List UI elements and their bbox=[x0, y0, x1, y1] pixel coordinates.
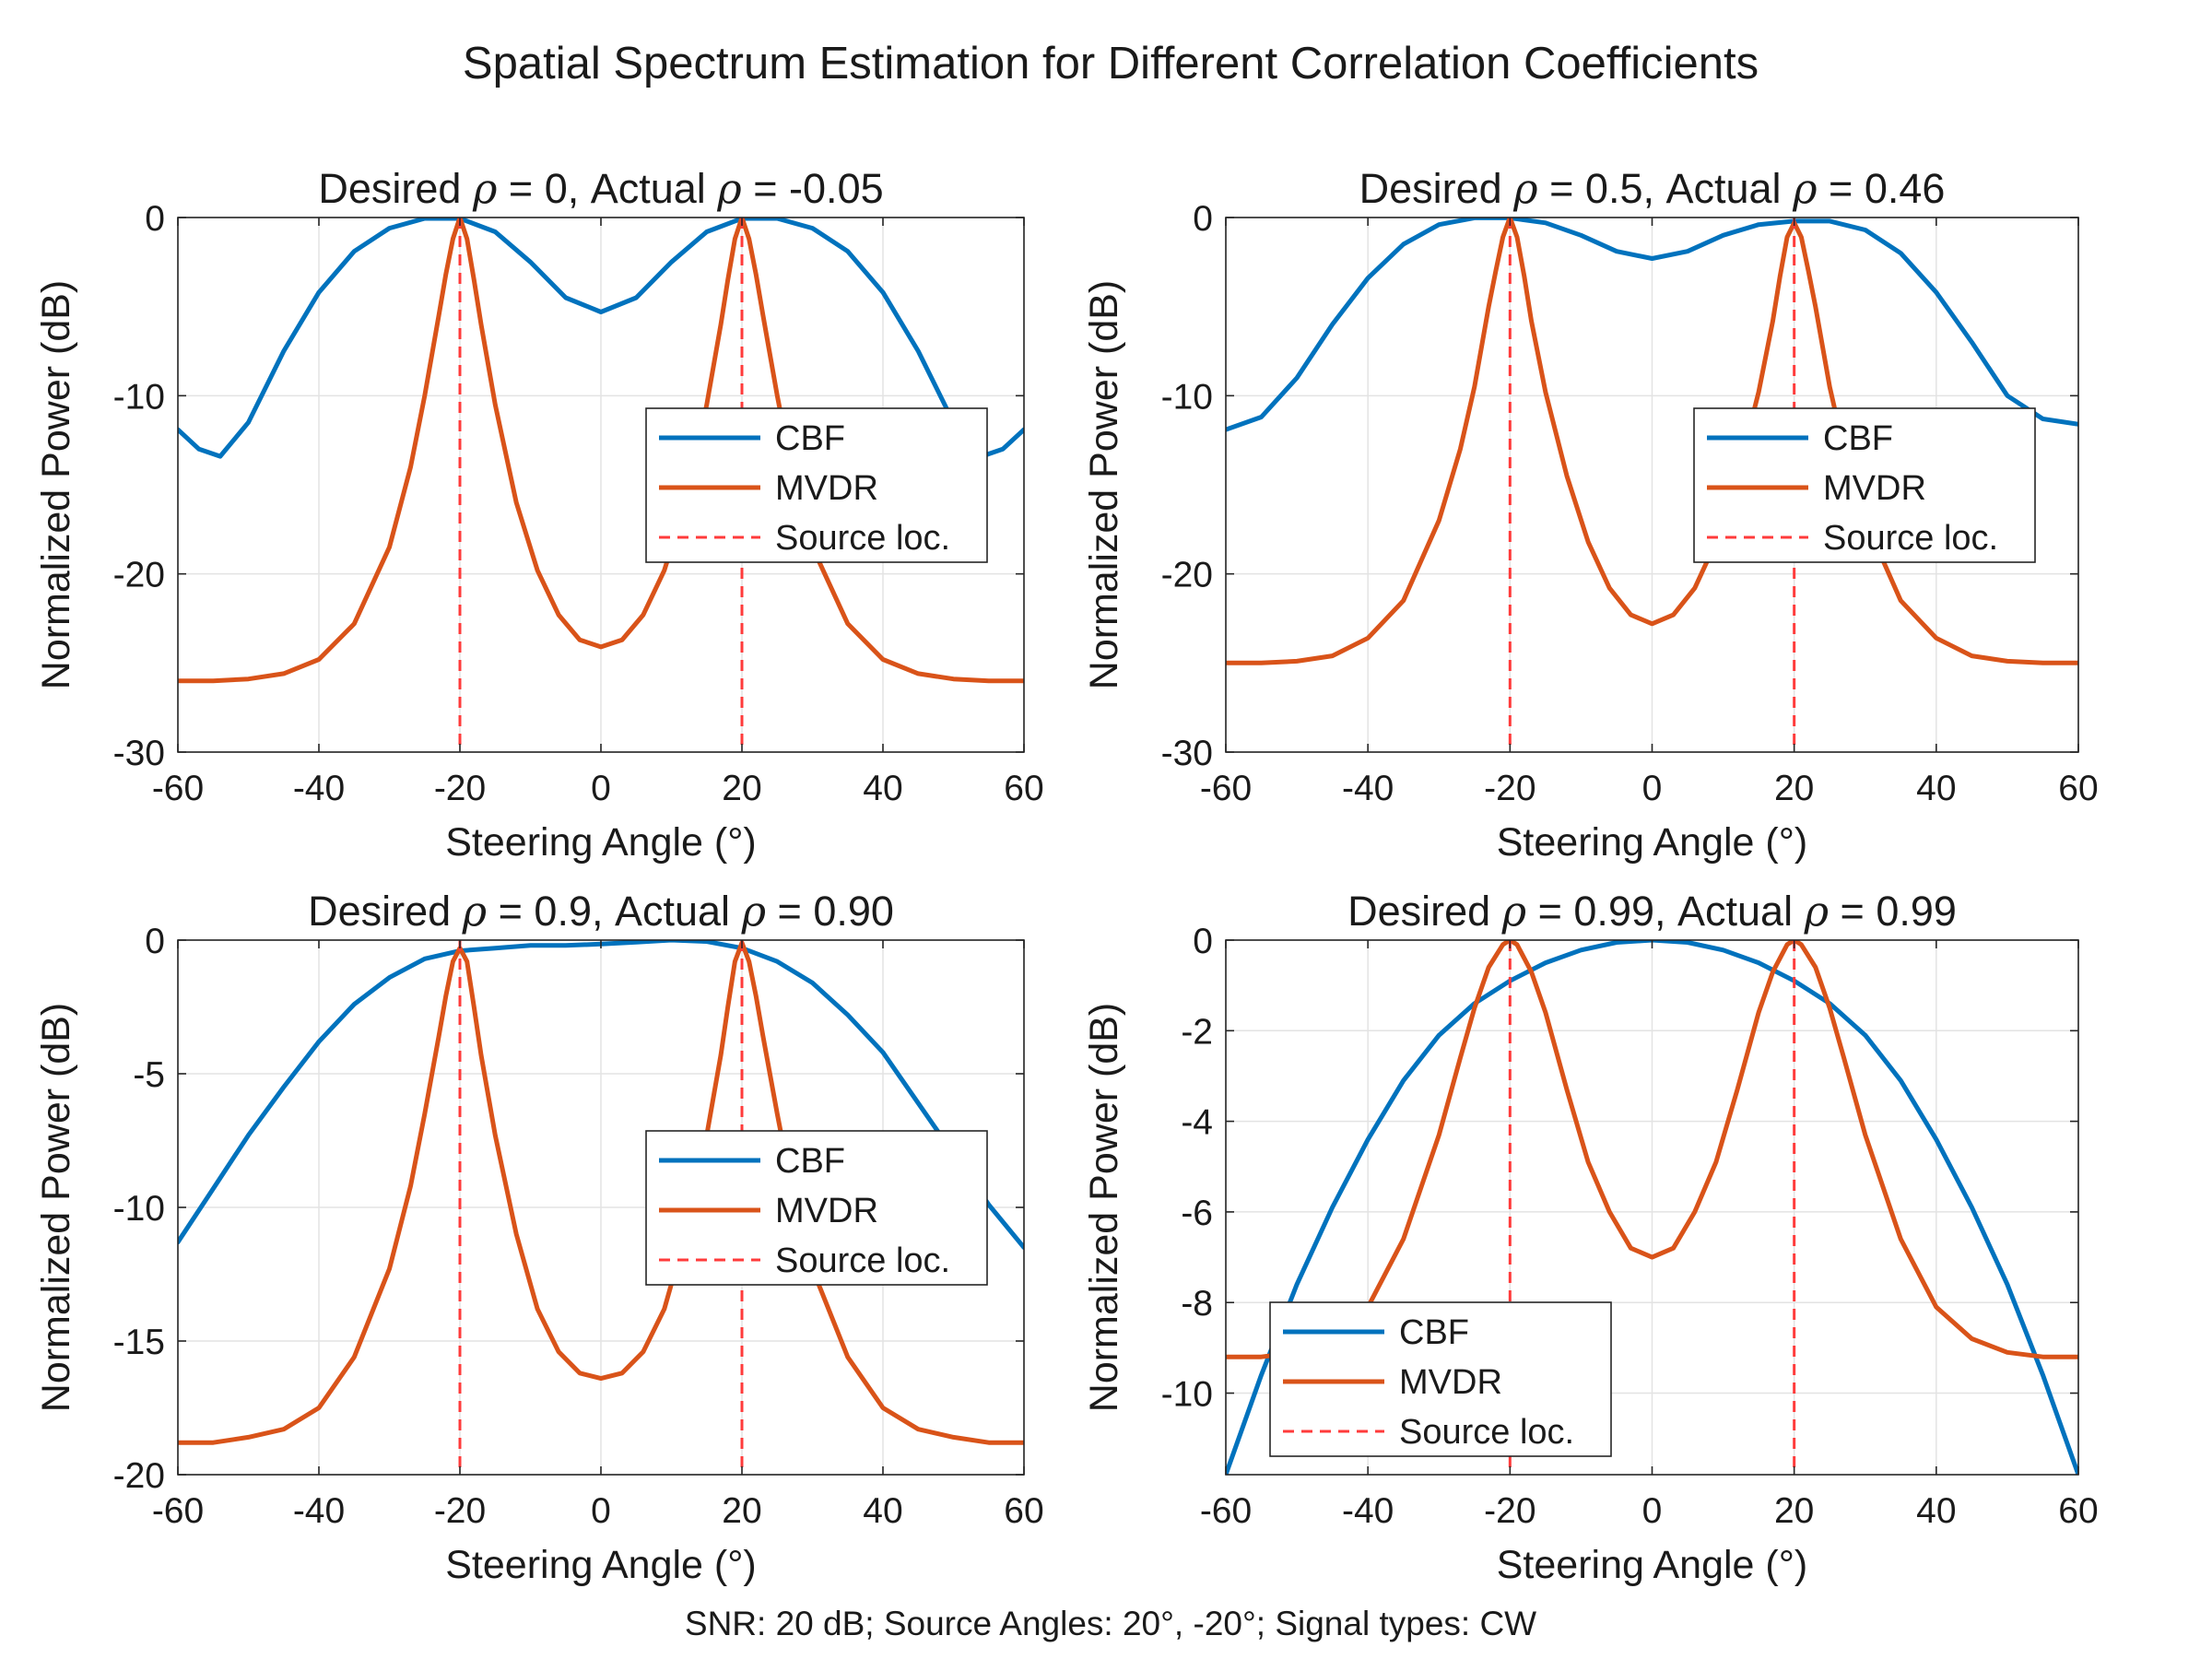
x-tick-label: 40 bbox=[863, 1491, 902, 1531]
legend: CBF MVDR Source loc. bbox=[645, 407, 988, 563]
y-axis-label: Normalized Power (dB) bbox=[1082, 280, 1126, 689]
legend-label: Source loc. bbox=[1823, 519, 1998, 558]
legend-label: Source loc. bbox=[1399, 1413, 1574, 1452]
y-tick-label: 0 bbox=[145, 922, 165, 961]
y-tick-label: -10 bbox=[113, 1189, 165, 1229]
y-tick-label: -6 bbox=[1181, 1194, 1213, 1233]
x-tick-label: -20 bbox=[434, 769, 486, 808]
y-tick-label: -5 bbox=[133, 1055, 165, 1095]
x-tick-label: 0 bbox=[591, 769, 611, 808]
legend-label: MVDR bbox=[1823, 469, 1926, 508]
y-axis-label: Normalized Power (dB) bbox=[1082, 1003, 1126, 1412]
series-line-cbf bbox=[1226, 940, 2078, 1475]
legend-label: CBF bbox=[775, 419, 845, 458]
x-tick-label: 40 bbox=[1916, 769, 1956, 808]
x-tick-label: -40 bbox=[1342, 769, 1394, 808]
x-tick-label: -40 bbox=[1342, 1491, 1394, 1531]
x-axis-label: Steering Angle (°) bbox=[445, 1543, 757, 1587]
y-tick-label: -20 bbox=[113, 1456, 165, 1496]
x-tick-label: 20 bbox=[722, 769, 761, 808]
y-axis-label: Normalized Power (dB) bbox=[34, 280, 78, 689]
series-line-mvdr bbox=[1226, 940, 2078, 1359]
legend-label: MVDR bbox=[775, 1192, 878, 1230]
y-tick-label: -10 bbox=[113, 377, 165, 417]
y-axis-label: Normalized Power (dB) bbox=[34, 1003, 78, 1412]
x-axis-label: Steering Angle (°) bbox=[445, 820, 757, 865]
figure-title: Spatial Spectrum Estimation for Differen… bbox=[463, 39, 1759, 88]
y-tick-label: -8 bbox=[1181, 1284, 1213, 1324]
x-tick-label: 20 bbox=[1774, 769, 1814, 808]
legend-label: MVDR bbox=[775, 469, 878, 508]
x-tick-label: 40 bbox=[1916, 1491, 1956, 1531]
x-tick-label: -40 bbox=[293, 1491, 345, 1531]
x-tick-label: -20 bbox=[1484, 769, 1535, 808]
x-tick-label: -20 bbox=[434, 1491, 486, 1531]
x-tick-label: 40 bbox=[863, 769, 902, 808]
legend-label: CBF bbox=[775, 1142, 845, 1181]
legend: CBF MVDR Source loc. bbox=[645, 1130, 988, 1286]
series-line-cbf bbox=[1226, 218, 2078, 432]
legend-label: CBF bbox=[1399, 1313, 1469, 1352]
y-tick-label: -30 bbox=[113, 734, 165, 773]
x-tick-label: 60 bbox=[2058, 769, 2098, 808]
x-tick-label: 0 bbox=[1642, 1491, 1663, 1531]
subplot-2: -60 -40 -20 0 20 40 60 -30 -20 -10 0 Steering Angle… bbox=[1082, 164, 2099, 865]
x-axis-label: Steering Angle (°) bbox=[1497, 820, 1808, 865]
x-tick-label: 60 bbox=[1004, 769, 1043, 808]
x-tick-label: 60 bbox=[2058, 1491, 2098, 1531]
series-line-cbf bbox=[178, 218, 1024, 459]
legend-label: Source loc. bbox=[775, 519, 950, 558]
x-axis-label: Steering Angle (°) bbox=[1497, 1543, 1808, 1587]
x-tick-label: 0 bbox=[1642, 769, 1663, 808]
subplot-title: Desired ρ = 0.9, Actual ρ = 0.90 bbox=[308, 887, 894, 935]
x-tick-label: 60 bbox=[1004, 1491, 1043, 1531]
x-tick-label: -20 bbox=[1484, 1491, 1535, 1531]
subplot-title: Desired ρ = 0, Actual ρ = -0.05 bbox=[318, 164, 883, 213]
legend-label: CBF bbox=[1823, 419, 1893, 458]
x-tick-label: 20 bbox=[722, 1491, 761, 1531]
y-tick-label: -15 bbox=[113, 1323, 165, 1362]
x-tick-label: 20 bbox=[1774, 1491, 1814, 1531]
x-tick-label: 0 bbox=[591, 1491, 611, 1531]
legend-label: Source loc. bbox=[775, 1241, 950, 1280]
legend-label: MVDR bbox=[1399, 1363, 1502, 1402]
y-tick-label: -10 bbox=[1161, 1375, 1213, 1415]
y-tick-label: 0 bbox=[1193, 922, 1213, 961]
subplot-1: -60 -40 -20 0 20 40 60 -30 -20 -10 0 Steering Angle… bbox=[34, 164, 1044, 865]
legend: CBF MVDR Source loc. bbox=[1269, 1301, 1612, 1457]
x-tick-label: -60 bbox=[1200, 769, 1252, 808]
y-tick-label: -30 bbox=[1161, 734, 1213, 773]
y-tick-label: -20 bbox=[113, 556, 165, 595]
y-tick-label: -10 bbox=[1161, 377, 1213, 417]
subplot-title: Desired ρ = 0.99, Actual ρ = 0.99 bbox=[1347, 887, 1957, 935]
x-tick-label: -60 bbox=[152, 769, 204, 808]
legend: CBF MVDR Source loc. bbox=[1693, 407, 2036, 563]
subplot-3: -60 -40 -20 0 20 40 60 -20 -15 -10 -5 0 Steering Ang… bbox=[34, 887, 1044, 1587]
y-tick-label: -4 bbox=[1181, 1103, 1213, 1143]
y-tick-label: -20 bbox=[1161, 556, 1213, 595]
subplot-title: Desired ρ = 0.5, Actual ρ = 0.46 bbox=[1359, 164, 1946, 213]
y-tick-label: 0 bbox=[1193, 199, 1213, 239]
x-tick-label: -60 bbox=[152, 1491, 204, 1531]
y-tick-label: -2 bbox=[1181, 1012, 1213, 1052]
x-tick-label: -40 bbox=[293, 769, 345, 808]
x-tick-label: -60 bbox=[1200, 1491, 1252, 1531]
y-tick-label: 0 bbox=[145, 199, 165, 239]
figure-footnote: SNR: 20 dB; Source Angles: 20°, -20°; Si… bbox=[685, 1605, 1536, 1642]
